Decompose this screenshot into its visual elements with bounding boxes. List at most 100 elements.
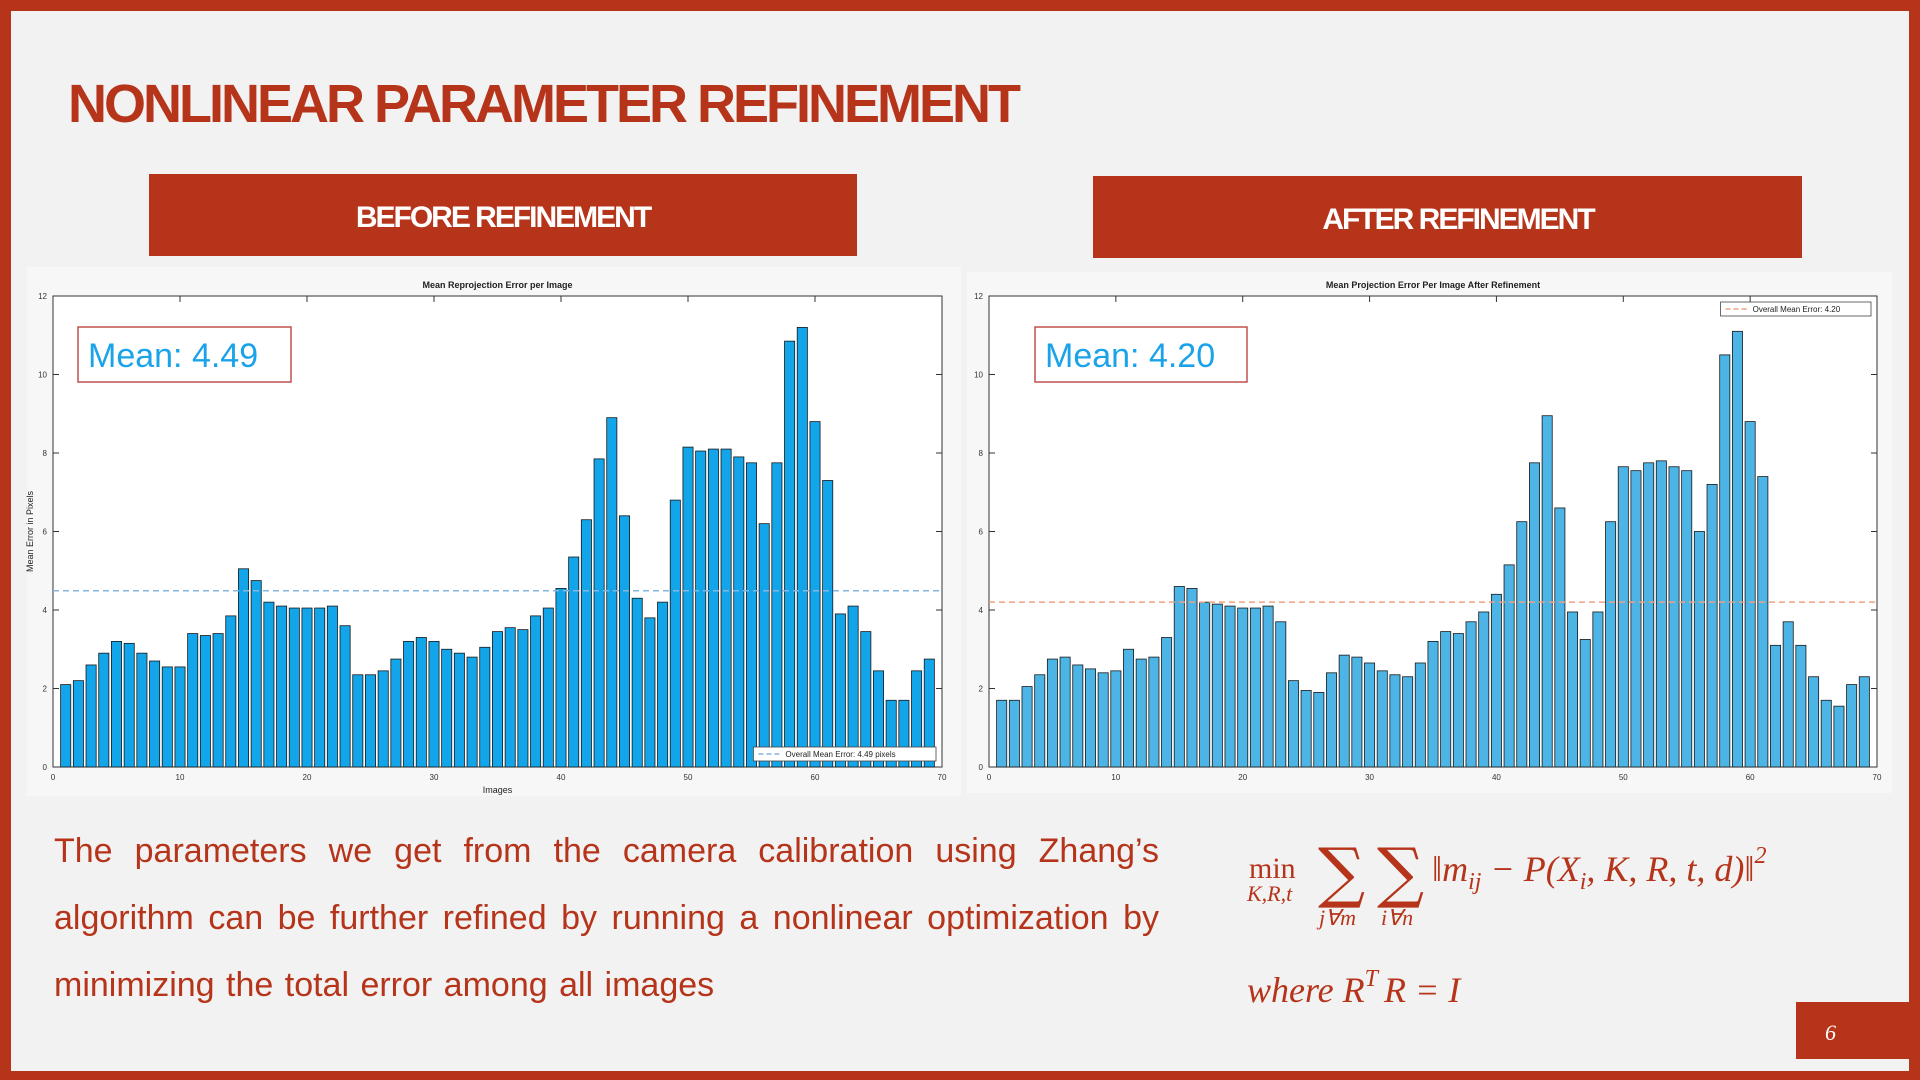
bar [631, 597, 643, 768]
bar [1541, 415, 1553, 768]
bar [326, 605, 338, 768]
bar [1110, 670, 1122, 768]
bar [873, 670, 884, 768]
bar [1731, 330, 1743, 768]
bar [199, 635, 211, 768]
bar [365, 674, 376, 768]
y-tick-label: 2 [43, 685, 48, 694]
bar [1516, 521, 1528, 768]
formula: K,R,t [1246, 881, 1293, 906]
bar [1833, 705, 1845, 768]
bar [555, 588, 567, 768]
bar [517, 629, 529, 768]
bar [1579, 639, 1591, 768]
y-tick-label: 10 [974, 371, 983, 380]
bar [1249, 607, 1261, 768]
charts: Mean Reprojection Error per Image 0 2 4 6 8 10… [25, 267, 1892, 796]
bar [263, 601, 275, 768]
bar [1655, 460, 1667, 768]
bar [996, 699, 1008, 768]
bar [593, 458, 605, 768]
x-axis-label: Images [483, 785, 513, 795]
page-number-box [1796, 1002, 1920, 1059]
slide-title: NONLINEAR PARAMETER REFINEMENT [68, 74, 1021, 134]
bar [1617, 466, 1629, 768]
x-tick-label: 30 [430, 773, 439, 782]
bar [390, 658, 402, 768]
formula-part: R = I [1383, 970, 1462, 1010]
bar [746, 462, 757, 768]
bar [1123, 648, 1135, 768]
formula: j∀m [1316, 905, 1356, 930]
body-text: The parameters we get from the camera ca… [54, 832, 1159, 1004]
formula-part: where R [1247, 970, 1365, 1010]
bar [822, 480, 834, 768]
bar [847, 605, 859, 768]
bar [428, 641, 440, 768]
bar [834, 613, 846, 768]
x-tick-label: 50 [1619, 773, 1628, 782]
bar [1681, 470, 1693, 768]
bar [1389, 674, 1401, 768]
bar [98, 652, 110, 768]
bar [1224, 605, 1236, 768]
legend-label: Overall Mean Error: 4.20 [1753, 305, 1841, 314]
x-tick-label: 30 [1365, 773, 1374, 782]
bar [288, 607, 300, 768]
y-tick-label: 0 [979, 763, 984, 772]
bar [695, 450, 707, 768]
bar [542, 607, 554, 768]
bar [1490, 593, 1502, 768]
header-text: BEFORE REFINEMENT [356, 201, 652, 234]
bar [860, 631, 872, 768]
bar [1326, 672, 1337, 768]
bar [1719, 354, 1731, 768]
bar [1161, 637, 1173, 768]
bar [1630, 470, 1642, 768]
formula: min [1249, 852, 1296, 885]
bar [1567, 611, 1579, 768]
bar [1338, 654, 1350, 768]
formula-part: i [1580, 869, 1587, 895]
bar [504, 627, 516, 768]
bar [1858, 676, 1870, 768]
bar [1072, 664, 1084, 768]
bar [1186, 588, 1198, 768]
x-tick-label: 60 [811, 773, 820, 782]
bar [1782, 621, 1794, 768]
bar [441, 648, 453, 768]
bar [1402, 676, 1414, 768]
bar [1693, 531, 1705, 768]
bar [225, 615, 237, 768]
bar [238, 568, 249, 768]
y-tick-label: 6 [43, 528, 48, 537]
x-tick-label: 0 [51, 773, 56, 782]
y-tick-label: 2 [979, 685, 984, 694]
bar [111, 641, 122, 768]
bar [415, 637, 427, 768]
bar [1173, 586, 1185, 768]
bar [1364, 662, 1376, 768]
formula: ‖mij − P(Xi, K, R, t, d)‖2 [1432, 843, 1767, 895]
bar [85, 664, 97, 768]
chart-title: Mean Projection Error Per Image After Re… [1326, 280, 1540, 290]
y-tick-label: 6 [979, 528, 984, 537]
bar [682, 446, 694, 768]
bar [1744, 421, 1756, 768]
bar [1440, 631, 1452, 768]
legend-box [753, 746, 937, 762]
bar [149, 660, 161, 768]
formula-part: ij [1468, 869, 1482, 895]
bar [301, 607, 313, 768]
bar [1706, 483, 1718, 768]
header-box [1093, 176, 1802, 258]
formula: ∑ [1377, 834, 1424, 911]
bar [352, 674, 364, 768]
bar [1414, 662, 1426, 768]
bar [669, 499, 681, 768]
bar [1135, 658, 1147, 768]
formula-line2: where RT R = I [1247, 966, 1462, 1010]
bar [403, 641, 415, 768]
y-tick-label: 4 [979, 606, 984, 615]
